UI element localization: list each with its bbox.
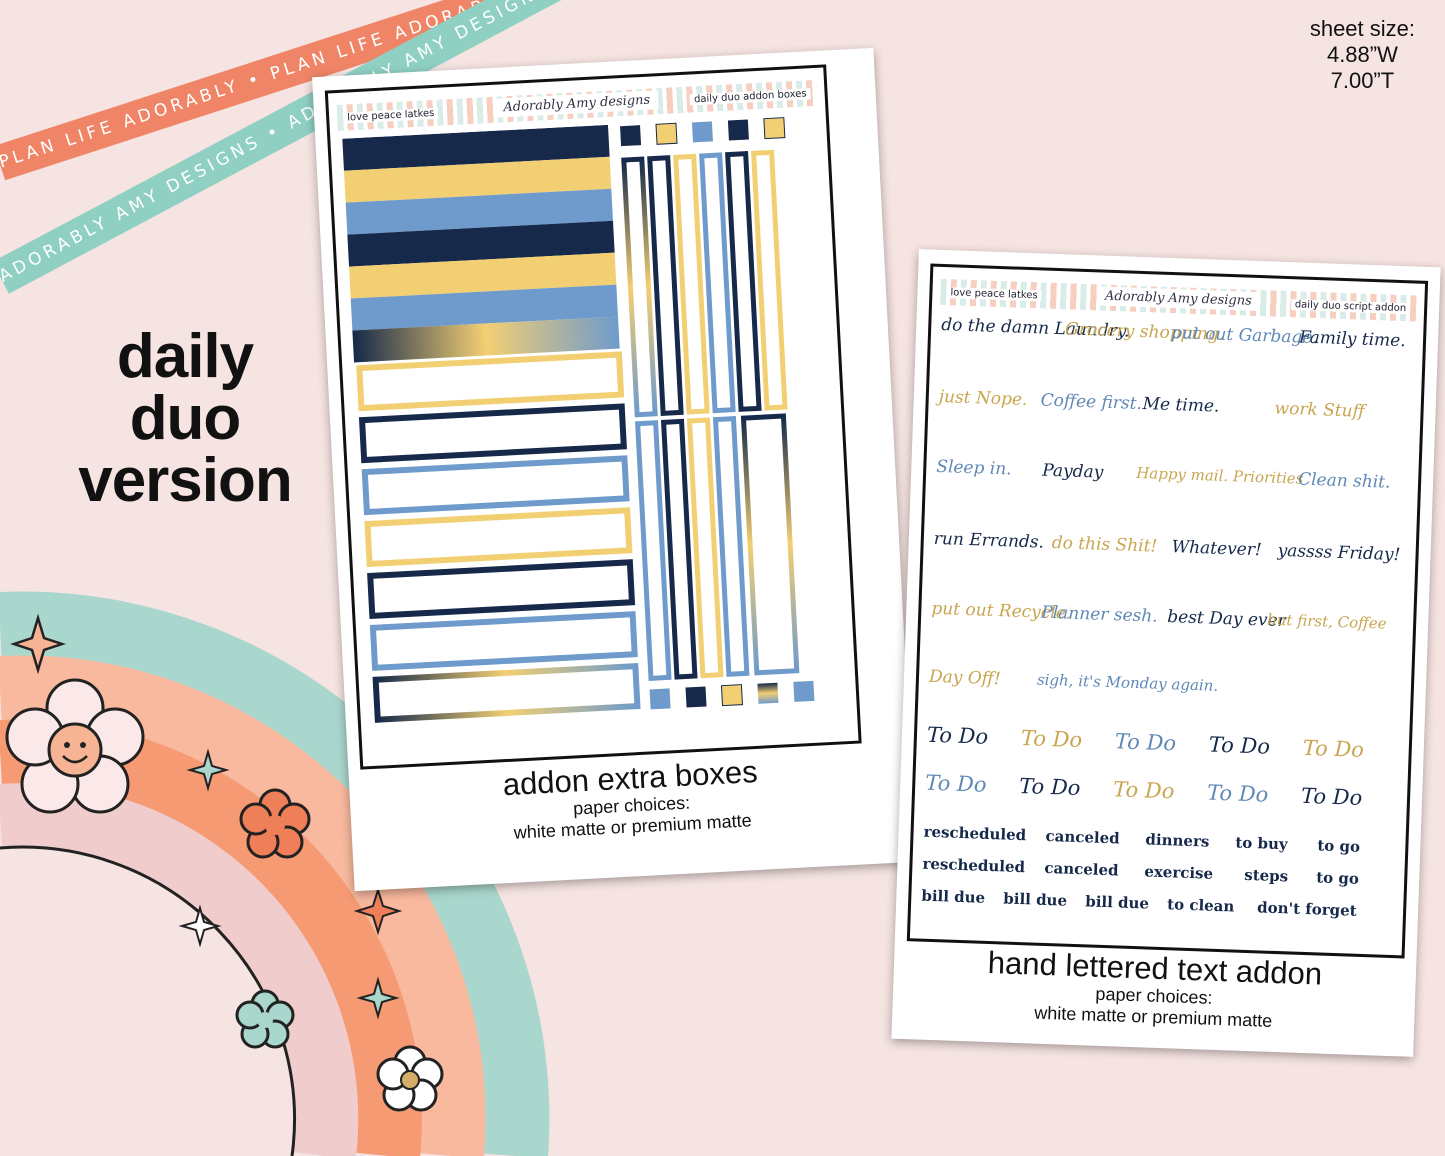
script-sticker: Whatever! (1171, 537, 1263, 561)
label-sticker: to go (1317, 836, 1361, 856)
text-sticker-sheet: love peace latkes Adorably Amy designs d… (906, 263, 1429, 959)
script-sticker: Planner sesh. (1040, 602, 1158, 627)
sheet-size-label: sheet size: (1309, 16, 1415, 41)
text-sheet-header: love peace latkes Adorably Amy designs d… (940, 278, 1417, 322)
label-sticker: steps (1243, 865, 1289, 886)
label-sticker: canceled (1044, 858, 1119, 880)
version-headline: daily duo version (50, 326, 320, 512)
todo-sticker: To Do (1018, 773, 1081, 801)
todo-sticker: To Do (1112, 777, 1175, 804)
label-sticker: bill due (1084, 892, 1150, 913)
brand-logo: Adorably Amy designs (495, 90, 659, 118)
script-sticker: Coffee first. (1040, 390, 1143, 415)
box-stickers (342, 117, 815, 723)
label-sticker: bill due (1003, 889, 1068, 910)
boxes-sticker-sheet: love peace latkes Adorably Amy designs d… (324, 64, 862, 770)
label-sticker: dinners (1145, 830, 1210, 851)
headline-line-2: duo (129, 384, 242, 453)
sparkle-icon (10, 613, 66, 675)
boxes-product-card: love peace latkes Adorably Amy designs d… (312, 47, 916, 892)
teal-flower-icon (235, 989, 295, 1049)
script-sticker: Clean shit. (1297, 469, 1391, 493)
brand-logo: Adorably Amy designs (1096, 286, 1261, 312)
sparkle-icon (178, 904, 222, 948)
script-sticker: Payday (1041, 460, 1104, 483)
script-sticker: yassss Friday! (1277, 540, 1401, 566)
rainbow-illustration (0, 591, 550, 1156)
label-sticker: bill due (921, 886, 986, 907)
sheet-size-width: 4.88”W (1326, 42, 1398, 67)
sparkle-icon (186, 748, 230, 792)
text-caption: hand lettered text addon paper choices: … (892, 943, 1416, 1037)
todo-sticker: To Do (1020, 725, 1083, 753)
sheet-size-height: 7.00”T (1330, 68, 1395, 93)
label-sticker: rescheduled (923, 822, 1027, 845)
script-sticker: work Stuff (1274, 398, 1365, 422)
script-sticker: do this Shit! (1051, 532, 1158, 557)
script-sticker: just Nope. (938, 386, 1028, 411)
script-sticker: Family time. (1298, 327, 1407, 352)
script-sticker: Me time. (1142, 394, 1220, 417)
label-sticker: don't forget (1256, 898, 1357, 920)
script-sticker: Sleep in. (936, 456, 1012, 480)
script-sticker: run Errands. (933, 528, 1045, 553)
theme-name: love peace latkes (342, 107, 439, 124)
label-sticker: to buy (1235, 833, 1288, 854)
sparkle-icon (353, 886, 403, 936)
todo-sticker: To Do (1300, 783, 1363, 810)
label-sticker: exercise (1144, 862, 1214, 883)
script-sticker: Day Off! (928, 666, 1001, 690)
todo-sticker: To Do (1206, 780, 1269, 807)
orange-flower-icon (239, 788, 311, 859)
smiley-flower-icon (5, 678, 145, 814)
label-sticker: rescheduled (922, 854, 1026, 877)
sparkle-icon (356, 976, 400, 1020)
label-sticker: to go (1315, 868, 1360, 888)
sheet-name: daily duo addon boxes (689, 88, 811, 106)
script-sticker: put out Garbage. (1170, 322, 1319, 349)
headline-line-1: daily (116, 322, 254, 391)
todo-sticker: To Do (924, 770, 987, 797)
todo-sticker: To Do (1302, 735, 1365, 762)
white-flower-icon (376, 1045, 444, 1112)
todo-sticker: To Do (1208, 732, 1271, 759)
todo-sticker: To Do (926, 722, 989, 749)
headline-line-3: version (78, 446, 293, 515)
sheet-name: daily duo script addon (1290, 299, 1411, 315)
label-sticker: canceled (1045, 826, 1120, 848)
script-sticker: Happy mail. Priorities (1135, 463, 1304, 488)
sheet-size-info: sheet size: 4.88”W 7.00”T (1310, 16, 1415, 94)
todo-sticker: To Do (1114, 729, 1177, 756)
script-sticker: sigh, it's Monday again. (1036, 670, 1219, 695)
text-product-card: love peace latkes Adorably Amy designs d… (891, 249, 1441, 1057)
theme-name: love peace latkes (946, 287, 1042, 302)
label-sticker: to clean (1166, 895, 1235, 916)
